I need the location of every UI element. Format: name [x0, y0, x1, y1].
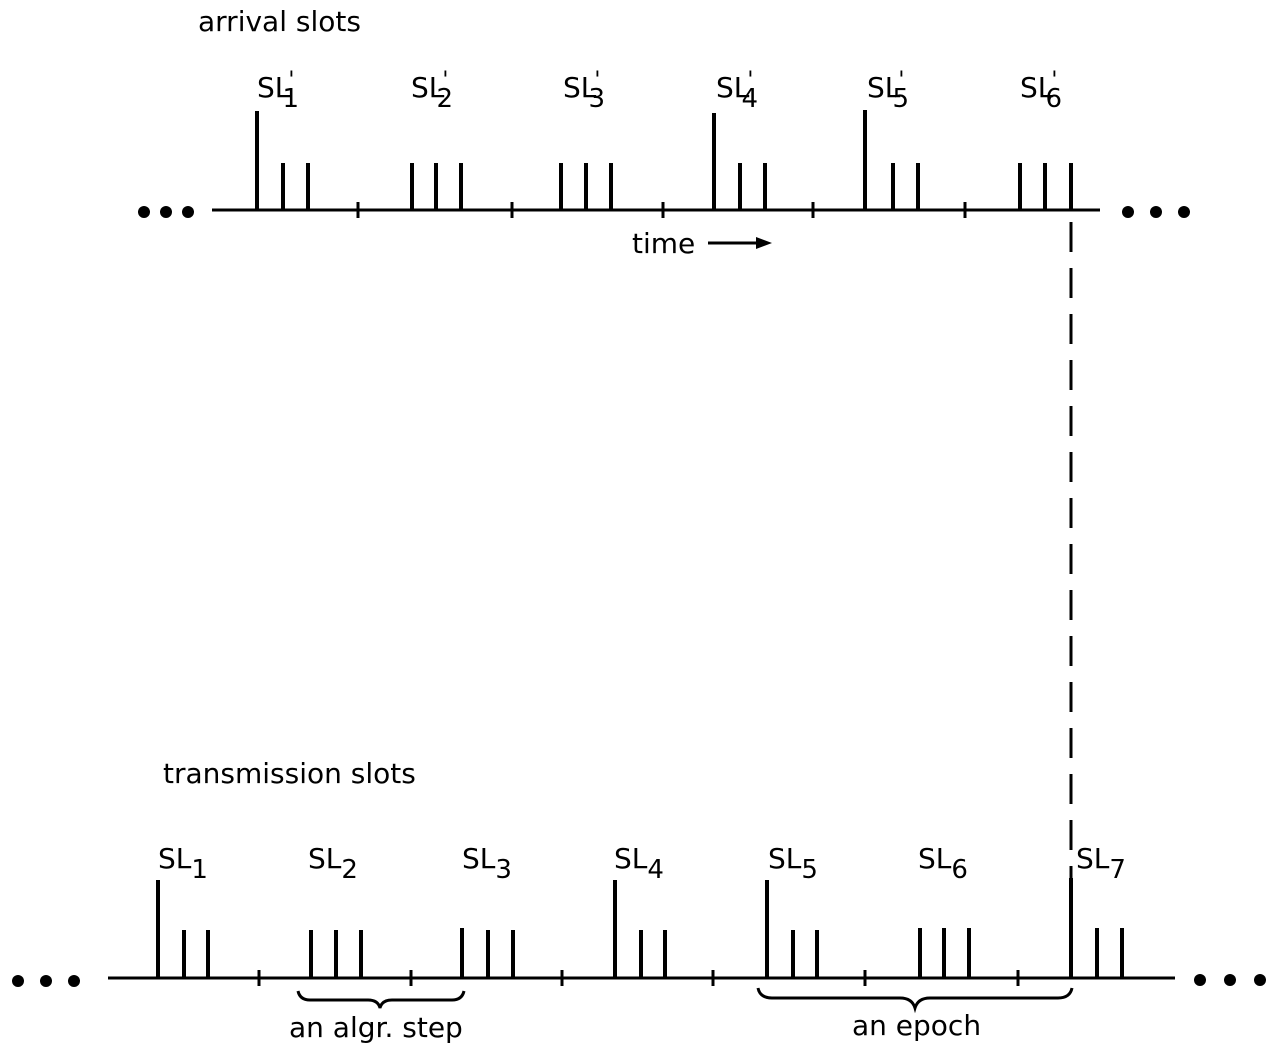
arrival-slot-label: SL'2 — [411, 68, 453, 114]
transmission-slot-label: SL5 — [768, 842, 818, 885]
arrival-right-ellipsis-dot — [1150, 206, 1162, 218]
arrival-left-ellipsis-dot — [160, 206, 172, 218]
epoch-label: an epoch — [852, 1009, 982, 1042]
transmission-slots-title: transmission slots — [163, 757, 416, 790]
algorithm-step-label: an algr. step — [289, 1011, 463, 1044]
transmission-left-ellipsis-dot — [12, 975, 24, 987]
time-arrow-head — [756, 237, 772, 249]
transmission-left-ellipsis-dot — [40, 975, 52, 987]
arrival-left-ellipsis-dot — [138, 206, 150, 218]
transmission-slot-label: SL4 — [614, 842, 664, 885]
arrival-slot-label: SL'4 — [716, 68, 758, 114]
transmission-slot-label: SL7 — [1076, 842, 1126, 885]
arrival-left-ellipsis-dot — [182, 206, 194, 218]
transmission-slot-label: SL1 — [158, 842, 208, 885]
transmission-right-ellipsis-dot — [1224, 974, 1236, 986]
arrival-slot-label: SL'6 — [1020, 68, 1062, 114]
arrival-slot-label: SL'1 — [257, 68, 299, 114]
transmission-right-ellipsis-dot — [1194, 974, 1206, 986]
arrival-right-ellipsis-dot — [1178, 206, 1190, 218]
transmission-right-ellipsis-dot — [1254, 974, 1266, 986]
transmission-slot-label: SL3 — [462, 842, 512, 885]
transmission-left-ellipsis-dot — [68, 975, 80, 987]
time-axis-label: time — [632, 227, 696, 260]
transmission-slot-label: SL2 — [308, 842, 358, 885]
arrival-right-ellipsis-dot — [1122, 206, 1134, 218]
algorithm-step-brace — [296, 990, 466, 1009]
transmission-slot-label: SL6 — [918, 842, 968, 885]
arrival-slots-title: arrival slots — [198, 5, 361, 38]
arrival-slot-label: SL'5 — [867, 68, 909, 114]
epoch-brace — [756, 987, 1074, 1014]
arrival-slot-label: SL'3 — [563, 68, 605, 114]
